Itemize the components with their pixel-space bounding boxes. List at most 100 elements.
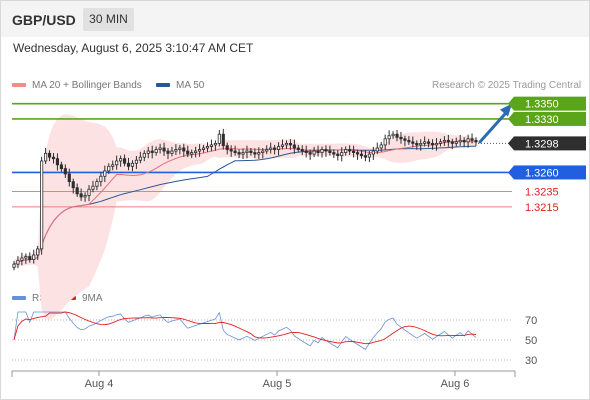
current-price-label-pointer bbox=[508, 136, 514, 151]
ma20-line bbox=[13, 140, 477, 265]
level-label-1.3260-bg bbox=[514, 165, 586, 180]
candle-body bbox=[190, 152, 194, 155]
level-label-1.3330-pointer bbox=[508, 111, 514, 126]
candle-body bbox=[446, 139, 450, 143]
candle-body bbox=[186, 150, 190, 155]
candle-body bbox=[328, 150, 332, 153]
candle-body bbox=[265, 149, 269, 152]
candle-body bbox=[201, 147, 206, 150]
candle-body bbox=[300, 149, 304, 152]
candle-body bbox=[170, 150, 174, 154]
candle-body bbox=[344, 149, 348, 153]
datetime-label: Wednesday, August 6, 2025 3:10:47 AM CET bbox=[13, 41, 254, 55]
candle-body bbox=[411, 141, 415, 144]
candle-body bbox=[434, 142, 439, 146]
candle-body bbox=[474, 139, 478, 143]
ma50-swatch bbox=[156, 83, 170, 88]
candle-body bbox=[379, 144, 383, 149]
candle-body bbox=[466, 138, 470, 143]
legend-ma50: MA 50 bbox=[156, 80, 204, 91]
candle-body bbox=[450, 141, 454, 144]
candle-body bbox=[348, 149, 352, 152]
candles bbox=[12, 128, 478, 271]
candle-body bbox=[12, 263, 16, 268]
candle-body bbox=[44, 152, 48, 162]
candle-body bbox=[138, 156, 142, 161]
rsi-swatch bbox=[12, 296, 26, 301]
candle-body bbox=[166, 150, 170, 154]
candle-body bbox=[79, 193, 83, 198]
candle-body bbox=[308, 152, 312, 155]
candle-body bbox=[355, 152, 360, 155]
candle-body bbox=[91, 185, 95, 190]
level-label-1.3260: 1.3260 bbox=[525, 167, 559, 179]
candle-body bbox=[36, 248, 40, 256]
candle-body bbox=[209, 144, 214, 147]
candle-body bbox=[111, 164, 115, 167]
candle-body bbox=[198, 149, 202, 152]
candle-body bbox=[182, 147, 186, 152]
candle-body bbox=[359, 153, 364, 157]
candle-body bbox=[276, 146, 281, 150]
candle-body bbox=[419, 142, 423, 146]
legend-9ma-text: 9MA bbox=[82, 293, 103, 304]
timeframe-button[interactable]: 30 MIN bbox=[83, 8, 134, 31]
level-label-1.3260-pointer bbox=[508, 165, 514, 180]
candle-body bbox=[462, 139, 466, 143]
candle-body bbox=[55, 158, 60, 166]
legend-ma50-text: MA 50 bbox=[176, 80, 205, 91]
candle-body bbox=[399, 136, 403, 140]
rsi-ma-line bbox=[13, 311, 477, 345]
ma20-swatch bbox=[12, 83, 26, 88]
symbol-label[interactable]: GBP/USD bbox=[12, 12, 76, 28]
level-label-1.3350: 1.3350 bbox=[525, 99, 559, 111]
legend-ma20-text: MA 20 + Bollinger Bands bbox=[32, 80, 142, 91]
current-price-label-bg bbox=[514, 136, 586, 151]
x-tick-label: Aug 5 bbox=[263, 378, 292, 390]
candle-body bbox=[458, 139, 462, 143]
level-label-1.3350-bg bbox=[514, 96, 586, 111]
candle-body bbox=[375, 147, 379, 152]
candle-body bbox=[363, 155, 368, 158]
candle-body bbox=[273, 147, 277, 150]
rsi-tick-label: 30 bbox=[525, 355, 537, 367]
level-label-1.3215: 1.3215 bbox=[525, 202, 559, 214]
candle-body bbox=[162, 147, 166, 152]
candle-body bbox=[126, 162, 131, 167]
candle-body bbox=[194, 150, 198, 153]
candle-body bbox=[332, 152, 336, 155]
candle-body bbox=[280, 144, 285, 147]
candle-body bbox=[150, 150, 154, 153]
candle-body bbox=[415, 142, 419, 146]
candle-body bbox=[269, 147, 273, 150]
bollinger-band bbox=[14, 114, 476, 320]
x-tick-label: Aug 4 bbox=[85, 378, 114, 390]
candle-body bbox=[32, 254, 36, 260]
candle-body bbox=[336, 153, 340, 157]
candle-body bbox=[229, 149, 233, 152]
forecast-arrow-shaft bbox=[478, 109, 510, 144]
candle-body bbox=[205, 146, 210, 149]
candle-body bbox=[470, 138, 474, 141]
rsi-tick-label: 70 bbox=[525, 315, 537, 327]
candle-body bbox=[233, 150, 237, 153]
candle-body bbox=[174, 149, 178, 152]
candle-body bbox=[407, 139, 411, 143]
candle-body bbox=[340, 152, 344, 157]
candle-body bbox=[134, 159, 138, 164]
candle-body bbox=[261, 150, 265, 153]
candle-body bbox=[178, 147, 182, 150]
candle-body bbox=[47, 152, 52, 158]
candle-body bbox=[430, 142, 435, 146]
candle-body bbox=[383, 138, 387, 146]
candle-body bbox=[292, 144, 296, 149]
candle-body bbox=[296, 147, 300, 150]
rsi-line bbox=[13, 311, 477, 350]
candle-body bbox=[59, 164, 63, 170]
candle-body bbox=[40, 160, 44, 250]
candle-body bbox=[367, 153, 371, 158]
candle-body bbox=[75, 187, 79, 195]
candle-body bbox=[391, 133, 395, 137]
candle-body bbox=[221, 133, 225, 147]
candle-body bbox=[99, 175, 103, 183]
